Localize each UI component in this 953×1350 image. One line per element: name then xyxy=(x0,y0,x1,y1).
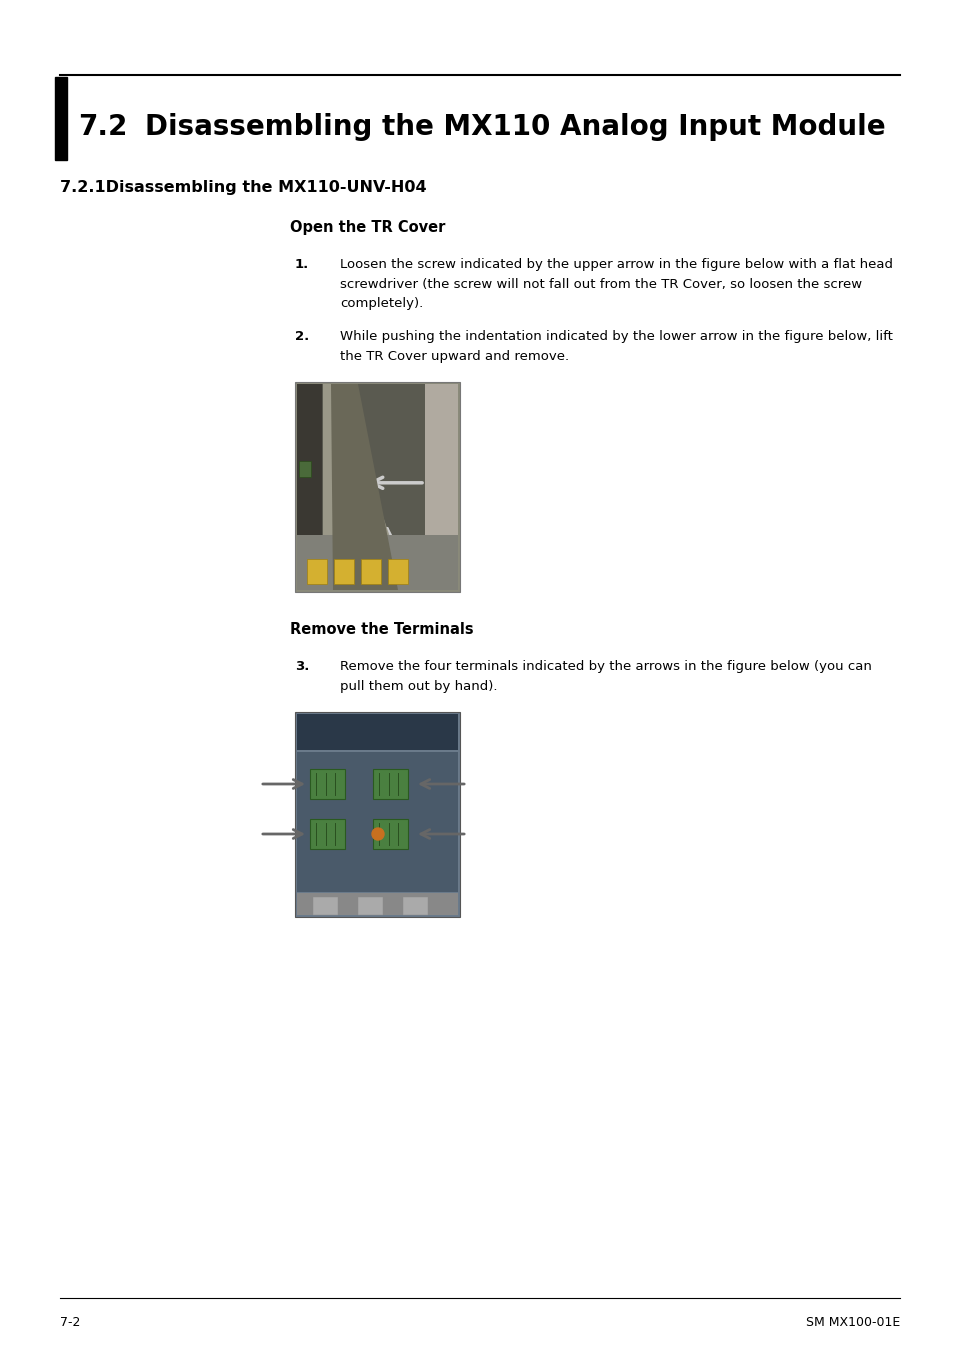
Bar xyxy=(296,383,457,590)
Polygon shape xyxy=(323,383,408,590)
Bar xyxy=(388,559,408,585)
Bar xyxy=(313,896,337,915)
Bar xyxy=(55,77,67,161)
Bar xyxy=(424,383,457,590)
Text: completely).: completely). xyxy=(339,297,423,310)
Text: 1.: 1. xyxy=(294,258,309,271)
Bar xyxy=(310,769,345,799)
Circle shape xyxy=(372,828,384,840)
Text: 2.: 2. xyxy=(294,329,309,343)
Bar xyxy=(294,382,459,593)
Bar xyxy=(296,383,322,590)
Text: Loosen the screw indicated by the upper arrow in the figure below with a flat he: Loosen the screw indicated by the upper … xyxy=(339,258,892,271)
Text: Remove the Terminals: Remove the Terminals xyxy=(290,622,473,637)
Text: 7.2.1Disassembling the MX110-UNV-H04: 7.2.1Disassembling the MX110-UNV-H04 xyxy=(60,180,426,194)
Bar xyxy=(296,535,457,590)
Bar xyxy=(402,896,428,915)
Bar xyxy=(296,892,457,915)
Text: While pushing the indentation indicated by the lower arrow in the figure below, : While pushing the indentation indicated … xyxy=(339,329,892,343)
Bar xyxy=(334,559,354,585)
Text: 7-2: 7-2 xyxy=(60,1316,80,1328)
Bar xyxy=(373,769,408,799)
Text: 7.2: 7.2 xyxy=(78,113,128,140)
Bar xyxy=(296,752,457,892)
Bar xyxy=(360,559,380,585)
Bar xyxy=(310,819,345,849)
Text: Remove the four terminals indicated by the arrows in the figure below (you can: Remove the four terminals indicated by t… xyxy=(339,660,871,674)
Bar xyxy=(298,462,311,477)
Polygon shape xyxy=(331,383,397,590)
Bar xyxy=(296,714,457,751)
Text: 3.: 3. xyxy=(294,660,309,674)
Bar xyxy=(307,559,327,585)
Text: Disassembling the MX110 Analog Input Module: Disassembling the MX110 Analog Input Mod… xyxy=(145,113,884,140)
Bar xyxy=(357,896,382,915)
Text: Open the TR Cover: Open the TR Cover xyxy=(290,220,445,235)
Bar xyxy=(373,819,408,849)
Text: SM MX100-01E: SM MX100-01E xyxy=(805,1316,899,1328)
Text: pull them out by hand).: pull them out by hand). xyxy=(339,679,497,693)
Text: screwdriver (the screw will not fall out from the TR Cover, so loosen the screw: screwdriver (the screw will not fall out… xyxy=(339,278,862,290)
Text: the TR Cover upward and remove.: the TR Cover upward and remove. xyxy=(339,350,569,363)
Bar xyxy=(294,711,459,917)
